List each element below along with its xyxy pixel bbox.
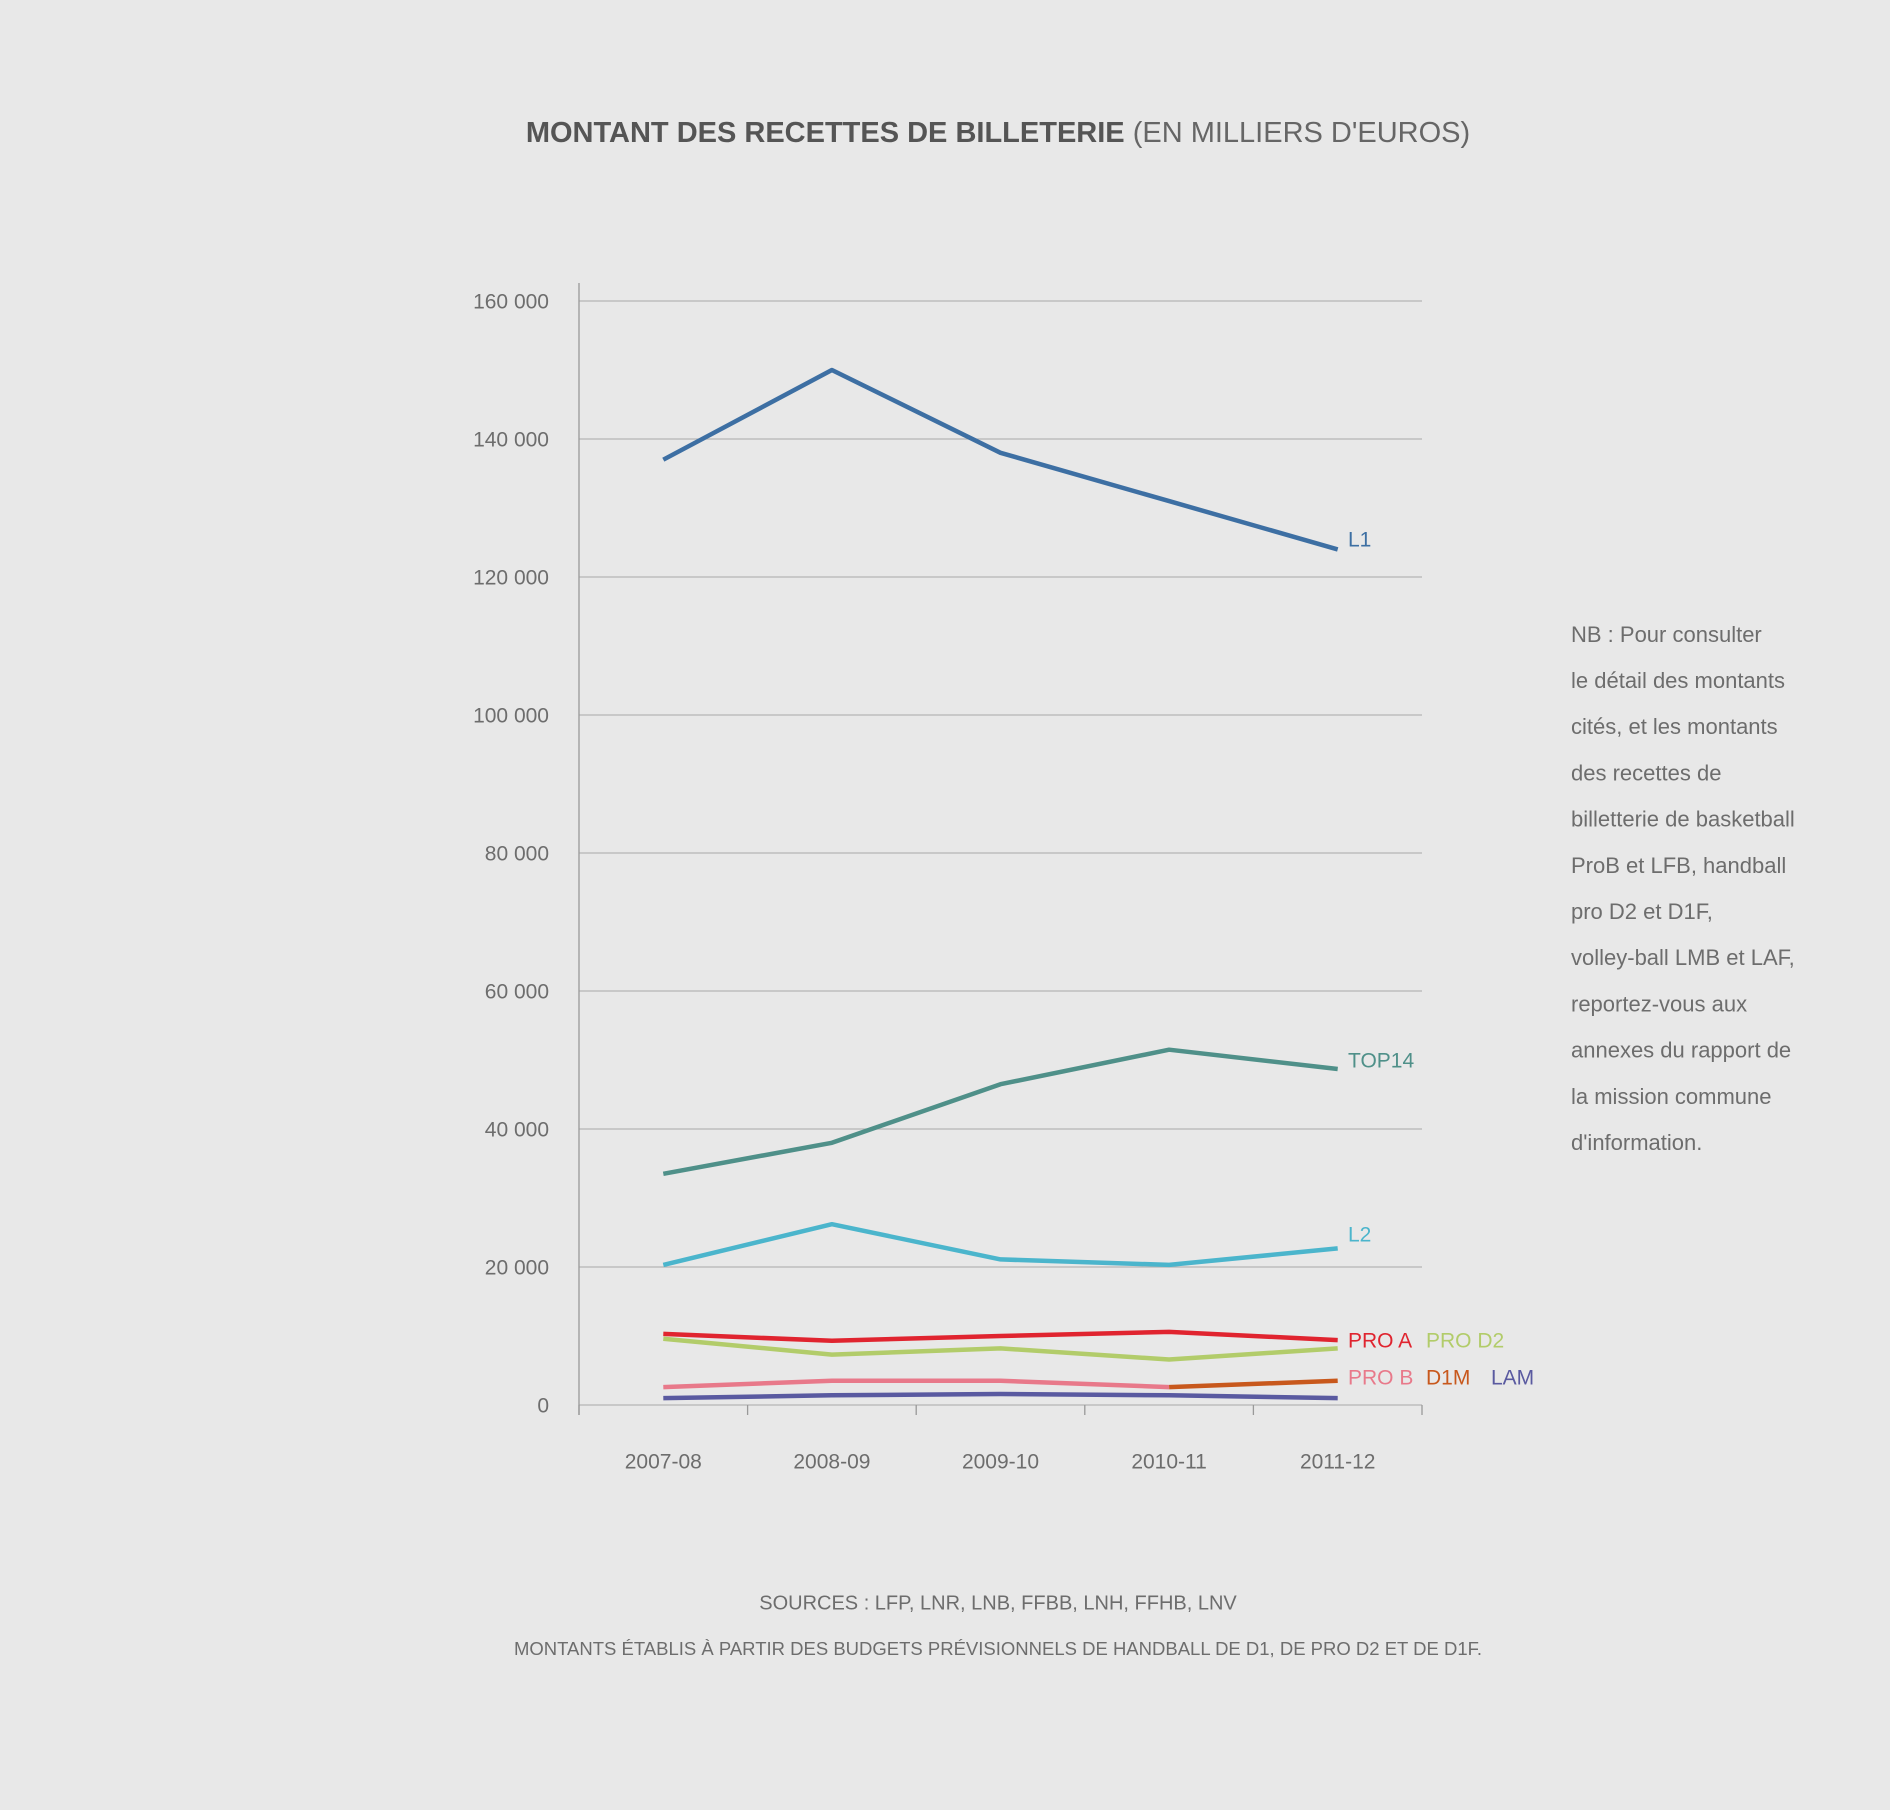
y-tick-label: 0 [537,1395,549,1418]
sources: SOURCES : LFP, LNR, LNB, FFBB, LNH, FFHB… [759,1592,1237,1614]
note-line: la mission commune [1571,1084,1772,1109]
note-line: ProB et LFB, handball [1571,853,1786,878]
series-line [663,1391,1338,1401]
series-label: L2 [1348,1224,1371,1247]
series-label: L1 [1348,529,1371,552]
x-tick-label: 2010-11 [1131,1451,1207,1474]
y-tick-label: 160 000 [473,291,549,314]
note-line: d'information. [1571,1130,1702,1155]
series-line [662,1221,1338,1268]
series-label: PRO A [1348,1330,1412,1353]
note-line: des recettes de [1571,760,1721,785]
series-label: PRO B [1348,1367,1413,1390]
footnote: MONTANTS ÉTABLIS À PARTIR DES BUDGETS PR… [514,1638,1482,1659]
note-line: reportez-vous aux [1571,991,1747,1016]
x-tick-label: 2007-08 [625,1451,702,1474]
y-tick-label: 120 000 [473,567,549,590]
series-line [663,1336,1338,1362]
series-line [662,367,1339,552]
note-line: volley-ball LMB et LAF, [1571,945,1795,970]
note-line: annexes du rapport de [1571,1038,1791,1063]
y-tick-label: 100 000 [473,705,549,728]
y-tick-label: 140 000 [473,429,549,452]
x-tick-label: 2011-12 [1300,1451,1376,1474]
note-line: NB : Pour consulter [1571,622,1762,647]
note-line: cités, et les montants [1571,714,1778,739]
series-label: TOP14 [1348,1050,1414,1073]
note-line: pro D2 et D1F, [1571,899,1713,924]
x-tick-label: 2008-09 [793,1451,870,1474]
x-tick-label: 2009-10 [962,1451,1039,1474]
y-tick-label: 40 000 [485,1119,549,1142]
y-tick-label: 80 000 [485,843,549,866]
note-line: le détail des montants [1571,668,1785,693]
series-line [663,1378,1170,1390]
series-label: D1M [1426,1367,1470,1390]
y-tick-label: 60 000 [485,981,549,1004]
series-label: LAM [1491,1367,1534,1390]
title-unit: (EN MILLIERS D'EUROS) [1133,117,1470,149]
series-line [663,1329,1338,1344]
note-line: billetterie de basketball [1571,807,1795,832]
chart-title: MONTANT DES RECETTES DE BILLETERIE (EN M… [526,117,1470,149]
series-line [662,1047,1338,1177]
series-line [1169,1378,1338,1390]
title-main: MONTANT DES RECETTES DE BILLETERIE [526,117,1125,149]
y-tick-label: 20 000 [485,1257,549,1280]
series-label: PRO D2 [1426,1330,1504,1353]
